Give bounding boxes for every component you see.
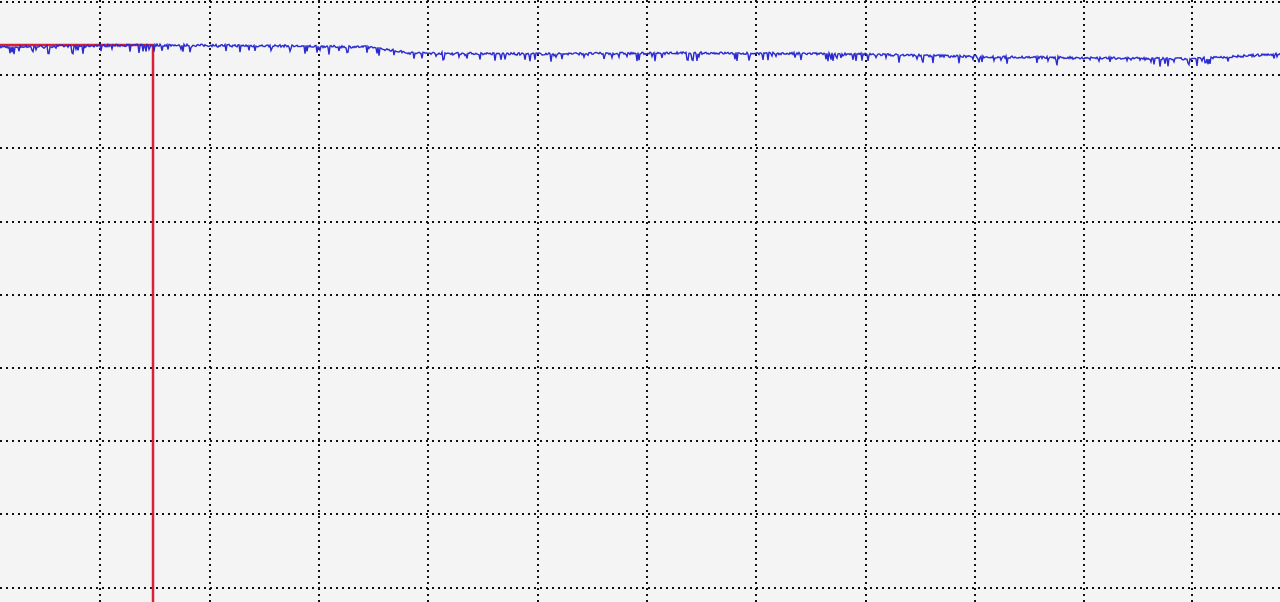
blue-signal-trace (0, 42, 1280, 67)
series-layer (0, 42, 1280, 67)
